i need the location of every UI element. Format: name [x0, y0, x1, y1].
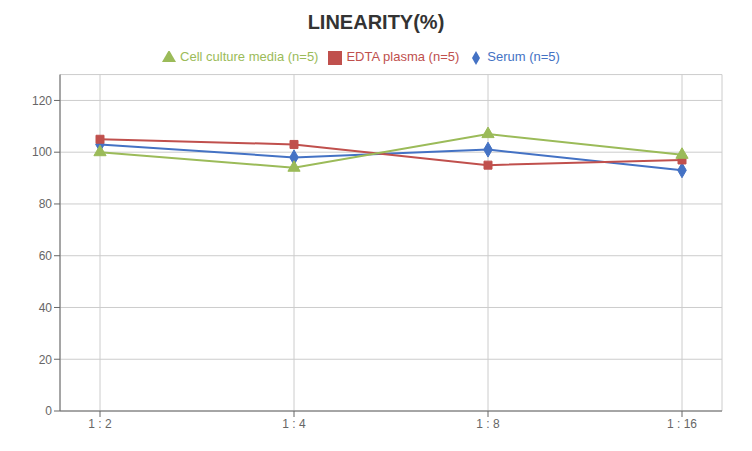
svg-text:80: 80	[39, 197, 53, 211]
svg-text:1 : 8: 1 : 8	[476, 417, 500, 431]
html-text:Serum (n=5): Serum (n=5)	[487, 49, 560, 64]
svg-text:60: 60	[39, 249, 53, 263]
svg-text:20: 20	[39, 353, 53, 367]
html-text:LINEARITY(%): LINEARITY(%)	[307, 11, 445, 33]
svg-text:1 : 16: 1 : 16	[667, 417, 697, 431]
svg-text:40: 40	[39, 301, 53, 315]
svg-text:1 : 2: 1 : 2	[88, 417, 112, 431]
svg-text:0: 0	[45, 404, 52, 418]
html-text:EDTA plasma (n=5): EDTA plasma (n=5)	[346, 49, 460, 64]
svg-text:1 : 4: 1 : 4	[282, 417, 306, 431]
html-text:Cell culture media (n=5): Cell culture media (n=5)	[180, 49, 319, 64]
svg-text:120: 120	[32, 94, 52, 108]
svg-text:100: 100	[32, 145, 52, 159]
